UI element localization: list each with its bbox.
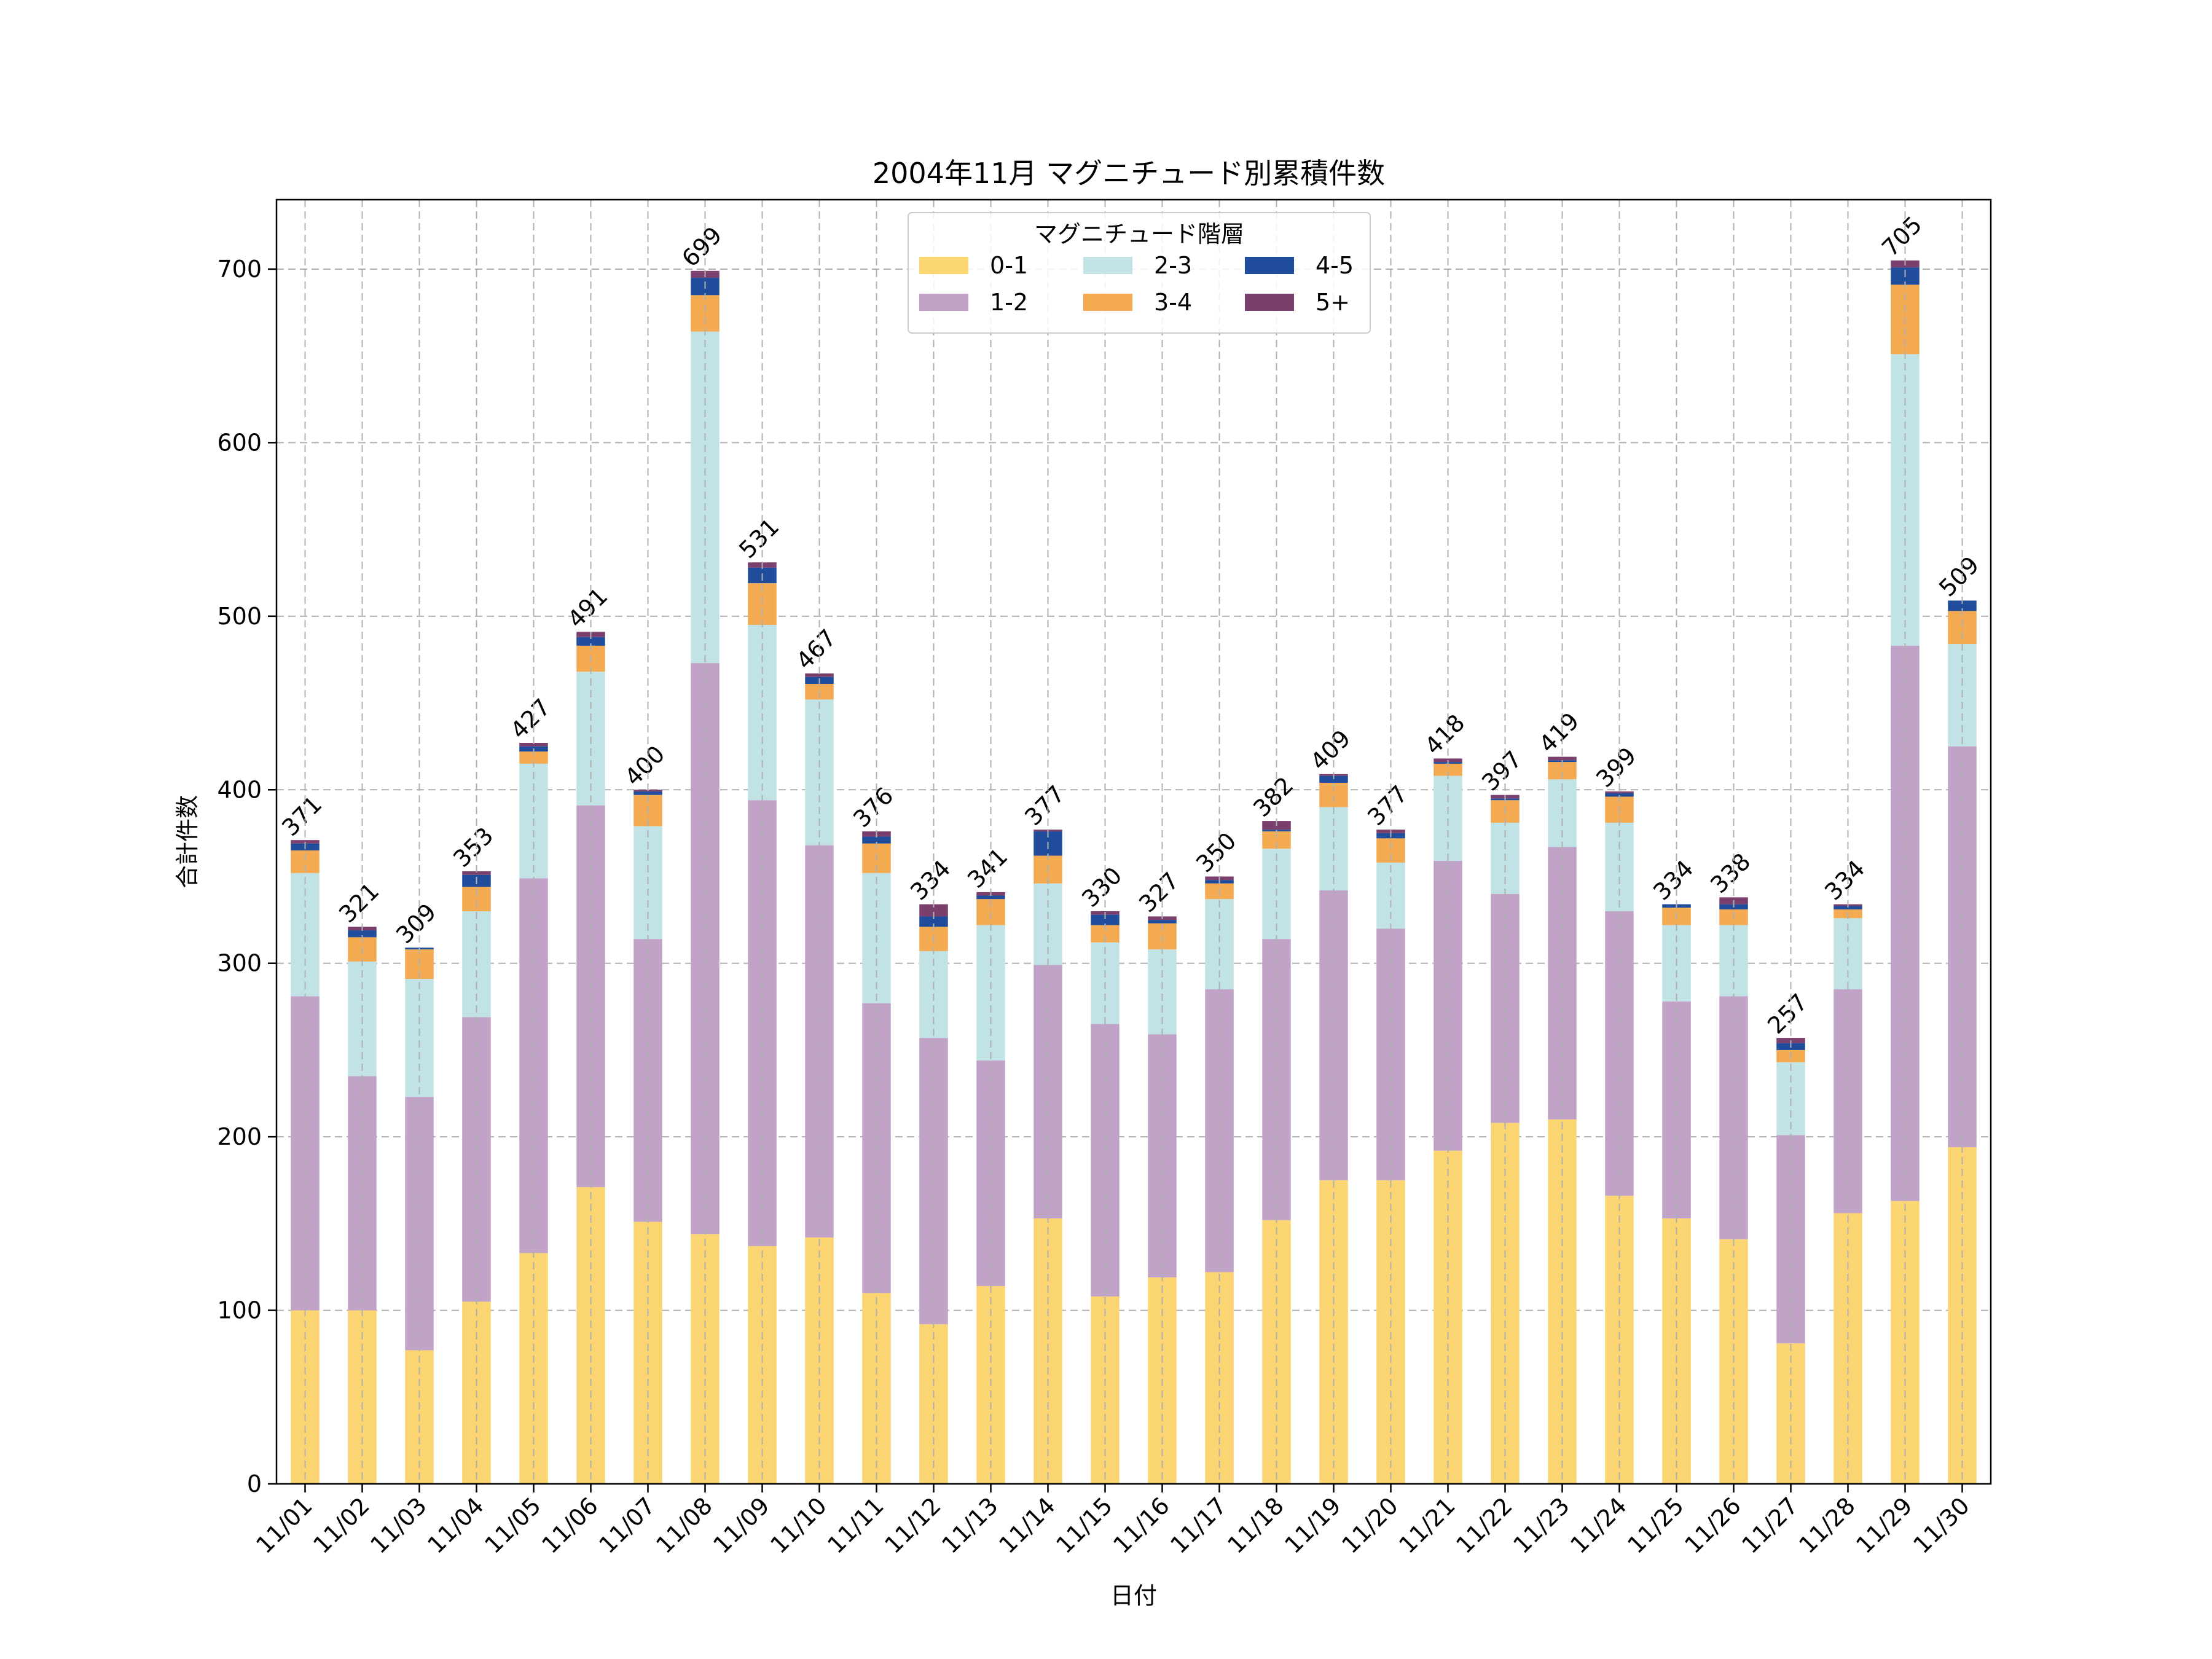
legend-label: 4-5 bbox=[1316, 252, 1354, 279]
legend-label: 1-2 bbox=[990, 289, 1028, 316]
legend-swatch-1-2 bbox=[919, 294, 968, 311]
bar-segment-4-5 bbox=[1319, 775, 1348, 783]
legend-swatch-4-5 bbox=[1245, 257, 1294, 274]
y-tick-label: 600 bbox=[217, 429, 262, 456]
legend-swatch-3-4 bbox=[1083, 294, 1132, 311]
bar-segment-2-3 bbox=[976, 925, 1005, 1061]
legend-swatch-5+ bbox=[1245, 294, 1294, 311]
bar-segment-0-1 bbox=[1205, 1272, 1234, 1484]
bar-segment-2-3 bbox=[748, 624, 777, 801]
bar-segment-4-5 bbox=[1834, 906, 1862, 910]
bar-segment-4-5 bbox=[976, 895, 1005, 900]
y-tick-label: 400 bbox=[217, 776, 262, 803]
bar-segment-0-1 bbox=[1776, 1343, 1805, 1484]
chart-title: 2004年11月 マグニチュード別累積件数 bbox=[873, 157, 1385, 190]
bar-segment-4-5 bbox=[633, 791, 662, 795]
legend-label: 3-4 bbox=[1154, 289, 1192, 316]
legend-label: 5+ bbox=[1316, 289, 1350, 316]
legend-swatch-0-1 bbox=[919, 257, 968, 274]
bar-segment-0-1 bbox=[633, 1222, 662, 1484]
bar-segment-5+ bbox=[519, 743, 548, 747]
bar-segment-5+ bbox=[805, 673, 834, 677]
bar-segment-4-5 bbox=[1091, 914, 1120, 925]
bar-segment-1-2 bbox=[1205, 989, 1234, 1273]
y-tick-label: 0 bbox=[247, 1470, 262, 1497]
bar-segment-5+ bbox=[462, 871, 491, 875]
bar-segment-0-1 bbox=[748, 1246, 777, 1484]
bar-segment-4-5 bbox=[1948, 600, 1977, 611]
y-tick-label: 100 bbox=[217, 1297, 262, 1324]
y-tick-label: 700 bbox=[217, 256, 262, 283]
bar-segment-1-2 bbox=[1148, 1034, 1177, 1277]
legend-label: 2-3 bbox=[1154, 252, 1192, 279]
bar-segment-4-5 bbox=[919, 916, 948, 927]
legend-swatch-2-3 bbox=[1083, 257, 1132, 274]
bar-segment-3-4 bbox=[519, 751, 548, 764]
bar-segment-4-5 bbox=[348, 930, 377, 938]
bar-segment-0-1 bbox=[1433, 1150, 1462, 1484]
x-axis-label: 日付 bbox=[1110, 1582, 1157, 1609]
bar-segment-4-5 bbox=[862, 836, 891, 844]
bar-segment-4-5 bbox=[1605, 793, 1634, 797]
bar-segment-1-2 bbox=[291, 996, 320, 1311]
bar-segment-0-1 bbox=[1891, 1201, 1920, 1484]
legend-label: 0-1 bbox=[990, 252, 1028, 279]
bar-segment-5+ bbox=[1605, 791, 1634, 793]
y-tick-label: 500 bbox=[217, 603, 262, 630]
legend-title: マグニチュード階層 bbox=[1034, 221, 1244, 248]
bar-segment-5+ bbox=[1548, 756, 1577, 761]
bar-segment-4-5 bbox=[1148, 920, 1177, 924]
bar-segment-4-5 bbox=[576, 637, 605, 646]
bar-segment-5+ bbox=[919, 904, 948, 917]
y-tick-label: 200 bbox=[217, 1123, 262, 1150]
y-axis-label: 合計件数 bbox=[174, 795, 201, 888]
plot-frame bbox=[275, 198, 1992, 1485]
bar-segment-3-4 bbox=[691, 295, 720, 332]
bar-segment-3-4 bbox=[1433, 763, 1462, 776]
y-tick-label: 300 bbox=[217, 950, 262, 977]
